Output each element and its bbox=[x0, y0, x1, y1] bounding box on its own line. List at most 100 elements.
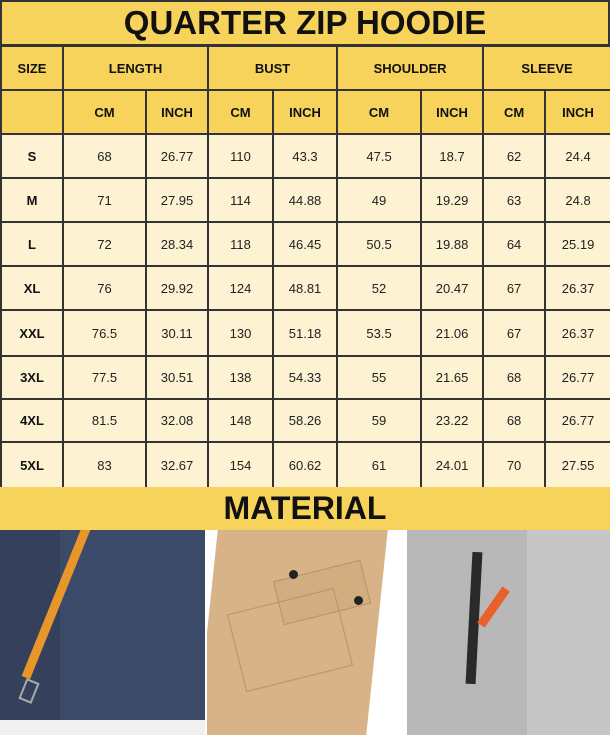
size-cell: 4XL bbox=[0, 398, 64, 443]
blank-header bbox=[0, 89, 64, 135]
unit-header: CM bbox=[336, 89, 423, 135]
value-cell: 19.29 bbox=[420, 177, 485, 223]
tan-fabric-photo bbox=[207, 530, 405, 735]
shoulder-header: SHOULDER bbox=[336, 45, 485, 91]
value-cell: 62 bbox=[482, 133, 547, 179]
size-cell: S bbox=[0, 133, 64, 179]
value-cell: 23.22 bbox=[420, 398, 485, 443]
value-cell: 44.88 bbox=[272, 177, 339, 223]
value-cell: 138 bbox=[207, 355, 275, 400]
value-cell: 71 bbox=[62, 177, 147, 223]
value-cell: 49 bbox=[336, 177, 423, 223]
value-cell: 81.5 bbox=[62, 398, 147, 443]
value-cell: 60.62 bbox=[272, 441, 339, 489]
bust-header: BUST bbox=[207, 45, 339, 91]
value-cell: 52 bbox=[336, 265, 423, 311]
chart-title: QUARTER ZIP HOODIE bbox=[0, 0, 610, 46]
value-cell: 32.08 bbox=[144, 398, 210, 443]
value-cell: 30.51 bbox=[144, 355, 210, 400]
value-cell: 110 bbox=[207, 133, 275, 179]
value-cell: 72 bbox=[62, 221, 147, 267]
value-cell: 26.77 bbox=[144, 133, 210, 179]
value-cell: 47.5 bbox=[336, 133, 423, 179]
value-cell: 70 bbox=[482, 441, 547, 489]
value-cell: 21.06 bbox=[420, 309, 485, 357]
value-cell: 55 bbox=[336, 355, 423, 400]
value-cell: 26.77 bbox=[544, 355, 610, 400]
table-row: 5XL 83 32.67 154 60.62 61 24.01 70 27.55 bbox=[0, 441, 610, 489]
sleeve-header: SLEEVE bbox=[482, 45, 610, 91]
unit-header: CM bbox=[62, 89, 147, 135]
value-cell: 59 bbox=[336, 398, 423, 443]
value-cell: 67 bbox=[482, 265, 547, 311]
value-cell: 54.33 bbox=[272, 355, 339, 400]
table-row: L 72 28.34 118 46.45 50.5 19.88 64 25.19 bbox=[0, 221, 610, 267]
table-row: 3XL 77.5 30.51 138 54.33 55 21.65 68 26.77 bbox=[0, 355, 610, 400]
unit-header: INCH bbox=[272, 89, 339, 135]
size-cell: 5XL bbox=[0, 441, 64, 489]
value-cell: 19.88 bbox=[420, 221, 485, 267]
value-cell: 29.92 bbox=[144, 265, 210, 311]
value-cell: 43.3 bbox=[272, 133, 339, 179]
value-cell: 18.7 bbox=[420, 133, 485, 179]
value-cell: 83 bbox=[62, 441, 147, 489]
value-cell: 26.37 bbox=[544, 265, 610, 311]
value-cell: 76 bbox=[62, 265, 147, 311]
size-header: SIZE bbox=[0, 45, 64, 91]
value-cell: 24.01 bbox=[420, 441, 485, 489]
value-cell: 30.11 bbox=[144, 309, 210, 357]
value-cell: 76.5 bbox=[62, 309, 147, 357]
value-cell: 148 bbox=[207, 398, 275, 443]
size-table: SIZE LENGTH BUST SHOULDER SLEEVE CM INCH… bbox=[0, 45, 610, 489]
unit-header: INCH bbox=[420, 89, 485, 135]
table-row: S 68 26.77 110 43.3 47.5 18.7 62 24.4 bbox=[0, 133, 610, 179]
value-cell: 68 bbox=[482, 355, 547, 400]
unit-header: INCH bbox=[544, 89, 610, 135]
gray-fabric-photo bbox=[407, 530, 610, 735]
table-row: M 71 27.95 114 44.88 49 19.29 63 24.8 bbox=[0, 177, 610, 223]
size-cell: L bbox=[0, 221, 64, 267]
length-header: LENGTH bbox=[61, 45, 210, 91]
size-cell: XXL bbox=[0, 309, 64, 357]
table-row: XL 76 29.92 124 48.81 52 20.47 67 26.37 bbox=[0, 265, 610, 311]
value-cell: 53.5 bbox=[336, 309, 423, 357]
size-cell: XL bbox=[0, 265, 64, 311]
value-cell: 21.65 bbox=[420, 355, 485, 400]
table-row: XXL 76.5 30.11 130 51.18 53.5 21.06 67 26.37 bbox=[0, 309, 610, 357]
value-cell: 51.18 bbox=[272, 309, 339, 357]
value-cell: 130 bbox=[207, 309, 275, 357]
value-cell: 48.81 bbox=[272, 265, 339, 311]
value-cell: 24.8 bbox=[544, 177, 610, 223]
value-cell: 68 bbox=[62, 133, 147, 179]
value-cell: 26.77 bbox=[544, 398, 610, 443]
value-cell: 154 bbox=[207, 441, 275, 489]
value-cell: 64 bbox=[482, 221, 547, 267]
unit-header: INCH bbox=[144, 89, 210, 135]
size-cell: M bbox=[0, 177, 64, 223]
table-row: 4XL 81.5 32.08 148 58.26 59 23.22 68 26.77 bbox=[0, 398, 610, 443]
value-cell: 32.67 bbox=[144, 441, 210, 489]
value-cell: 124 bbox=[207, 265, 275, 311]
value-cell: 118 bbox=[207, 221, 275, 267]
value-cell: 27.55 bbox=[544, 441, 610, 489]
value-cell: 58.26 bbox=[272, 398, 339, 443]
size-cell: 3XL bbox=[0, 355, 64, 400]
value-cell: 25.19 bbox=[544, 221, 610, 267]
value-cell: 27.95 bbox=[144, 177, 210, 223]
value-cell: 61 bbox=[336, 441, 423, 489]
value-cell: 20.47 bbox=[420, 265, 485, 311]
unit-header: CM bbox=[207, 89, 275, 135]
unit-header: CM bbox=[482, 89, 547, 135]
value-cell: 50.5 bbox=[336, 221, 423, 267]
material-heading: MATERIAL bbox=[0, 487, 610, 530]
value-cell: 28.34 bbox=[144, 221, 210, 267]
value-cell: 114 bbox=[207, 177, 275, 223]
value-cell: 26.37 bbox=[544, 309, 610, 357]
value-cell: 77.5 bbox=[62, 355, 147, 400]
value-cell: 67 bbox=[482, 309, 547, 357]
value-cell: 68 bbox=[482, 398, 547, 443]
value-cell: 46.45 bbox=[272, 221, 339, 267]
navy-fabric-photo bbox=[0, 530, 205, 735]
value-cell: 63 bbox=[482, 177, 547, 223]
value-cell: 24.4 bbox=[544, 133, 610, 179]
